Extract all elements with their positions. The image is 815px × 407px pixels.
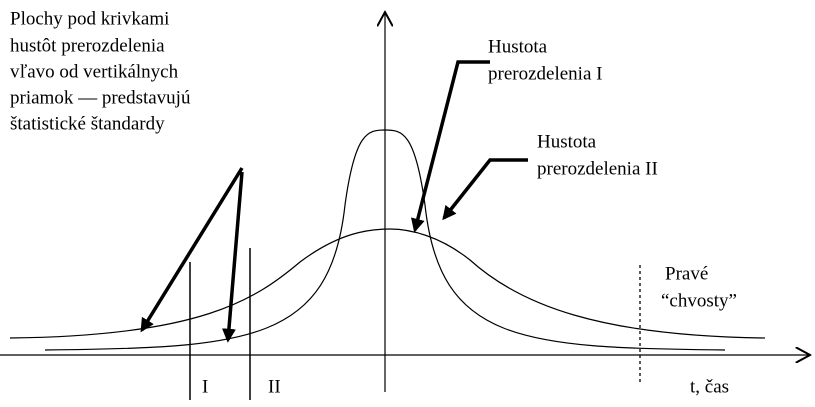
note-line: štatistické štandardy <box>10 113 165 134</box>
tails-label: Pravé <box>665 263 708 284</box>
density-label: Hustota <box>537 131 597 152</box>
arrow <box>442 158 528 221</box>
arrow <box>140 167 244 333</box>
density-label: prerozdelenia II <box>537 158 658 179</box>
arrow <box>221 171 244 343</box>
axis-label: t, čas <box>690 376 729 397</box>
arrow <box>410 60 490 233</box>
note-line: priamok — predstavujú <box>10 87 191 108</box>
density-curve-1 <box>44 129 726 351</box>
density-label: Hustota <box>488 36 548 57</box>
marker-label: I <box>202 376 208 397</box>
density-curve-2 <box>9 228 766 339</box>
marker-label: II <box>268 376 281 397</box>
density-label: prerozdelenia I <box>488 63 602 84</box>
note-left: Plochy pod krivkami hustôt prerozdelenia… <box>10 8 191 134</box>
note-line: vľavo od vertikálnych <box>10 61 179 82</box>
note-line: hustôt prerozdelenia <box>10 35 165 56</box>
note-line: Plochy pod krivkami <box>10 8 169 29</box>
tails-label: “chvosty” <box>661 290 737 311</box>
